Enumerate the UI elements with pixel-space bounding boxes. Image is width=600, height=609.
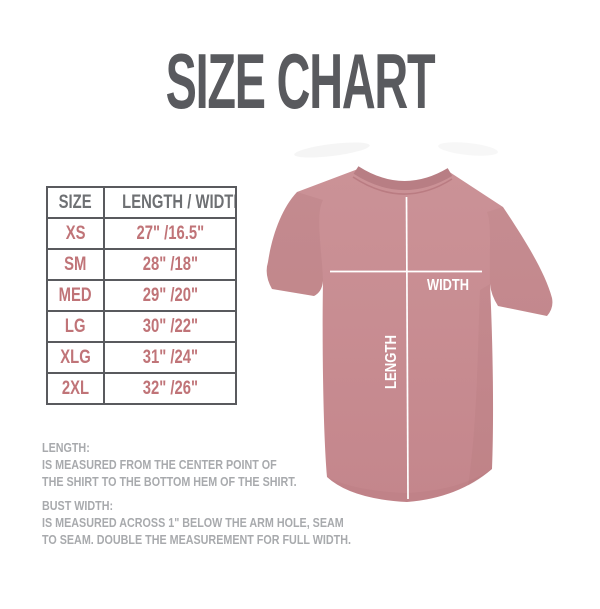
measurement-cell: 29" /20"	[103, 279, 237, 312]
length-note-heading: LENGTH:	[42, 441, 90, 455]
bust-width-note-line: IS MEASURED ACROSS 1" BELOW THE ARM HOLE…	[42, 515, 344, 530]
size-cell: XS	[46, 217, 105, 250]
table-row: SM 28" /18"	[46, 248, 237, 281]
bust-width-note-heading: BUST WIDTH:	[42, 498, 114, 513]
length-note-line: IS MEASURED FROM THE CENTER POINT OF	[42, 458, 277, 473]
collar	[353, 166, 453, 190]
measurement-cell: 27" /16.5"	[103, 217, 237, 250]
measurement-cell: 31" /24"	[103, 341, 237, 374]
measurement-notes: LENGTH: IS MEASURED FROM THE CENTER POIN…	[42, 440, 401, 555]
size-cell: LG	[46, 310, 105, 343]
collar-seam	[352, 176, 453, 195]
background-shadow	[294, 142, 370, 158]
length-note: LENGTH: IS MEASURED FROM THE CENTER POIN…	[42, 440, 351, 492]
measurement-cell: 32" /26"	[103, 372, 237, 405]
table-row: XLG 31" /24"	[46, 341, 237, 374]
bust-width-note-line: TO SEAM. DOUBLE THE MEASUREMENT FOR FULL…	[42, 533, 351, 548]
table-row: 2XL 32" /26"	[46, 372, 237, 405]
length-note-line: THE SHIRT TO THE BOTTOM HEM OF THE SHIRT…	[42, 475, 297, 490]
size-column-header: SIZE	[46, 186, 105, 219]
width-label: WIDTH	[427, 277, 469, 294]
tshirt-body	[266, 169, 553, 502]
hem-shade	[327, 469, 492, 502]
right-sleeve-shade	[487, 207, 553, 316]
size-cell: SM	[46, 248, 105, 281]
length-measure-line	[405, 196, 409, 500]
measurement-cell: 28" /18"	[103, 248, 237, 281]
table-row: XS 27" /16.5"	[46, 217, 237, 250]
measurement-column-header: LENGTH / WIDTH	[103, 186, 237, 219]
size-table: SIZE LENGTH / WIDTH XS 27" /16.5" SM 28"…	[46, 186, 237, 405]
table-row: MED 29" /20"	[46, 279, 237, 312]
length-label: LENGTH	[383, 335, 400, 389]
table-row: LG 30" /22"	[46, 310, 237, 343]
size-cell: XLG	[46, 341, 105, 374]
size-cell: 2XL	[46, 372, 105, 405]
page-title: SIZE CHART	[165, 37, 436, 125]
size-cell: MED	[46, 279, 105, 312]
background-shadow	[438, 142, 498, 156]
size-table-header-row: SIZE LENGTH / WIDTH	[46, 186, 237, 219]
body-edge-shade	[468, 284, 494, 486]
left-sleeve-shade	[266, 192, 323, 296]
measurement-cell: 30" /22"	[103, 310, 237, 343]
bust-width-note: BUST WIDTH: IS MEASURED ACROSS 1" BELOW …	[42, 498, 351, 550]
